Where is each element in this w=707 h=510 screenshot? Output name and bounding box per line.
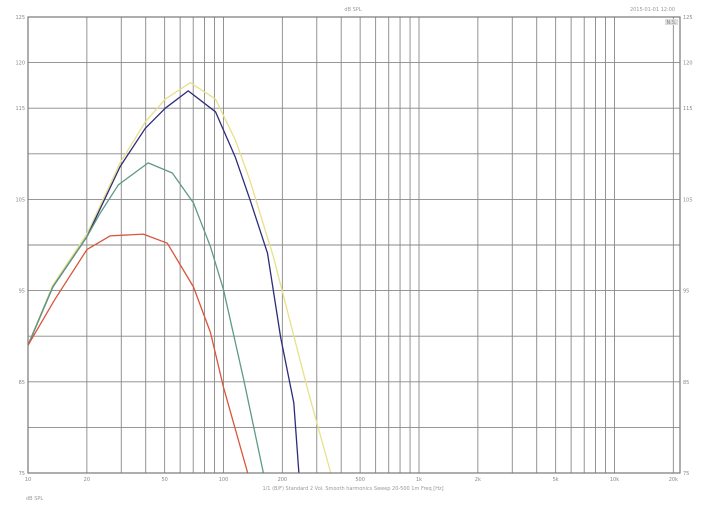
y-tick-label-left: 85 [19,380,25,386]
series-line-0 [27,82,332,474]
x-tick-label: 5k [553,477,559,483]
x-tick-label: 10 [25,477,31,483]
x-tick-label: 100 [219,477,229,483]
y-tick-label-right: 95 [683,289,689,295]
x-tick-label: 1k [416,477,422,483]
badge: N.S. [666,20,677,26]
y-tick-label-right: 120 [683,61,693,67]
series-line-3 [27,233,249,474]
series-line-2 [27,162,265,474]
grid [27,16,680,474]
y-tick-label-right: 105 [683,197,693,203]
series-line-1 [27,90,300,474]
y-tick-label-right: 75 [683,471,689,477]
y-tick-label-right: 125 [683,15,693,21]
y-tick-label-right: 85 [683,380,689,386]
x-tick-label: 200 [278,477,288,483]
chart-title: dB SPL [344,7,361,13]
y-tick-label-left: 120 [15,61,25,67]
x-tick-label: 20k [669,477,678,483]
tick-labels: 10 20 50 100 200 500 1k 2k 5k 10k 20k 125 125 120 120 1… [15,15,692,483]
y-tick-label-left: 125 [15,15,25,21]
x-tick-label: 500 [355,477,365,483]
badge-box [665,19,678,25]
corner-text: 2015-01-01 12:00 [630,7,675,13]
footer-label: dB SPL [26,496,43,502]
x-tick-label: 50 [161,477,167,483]
x-tick-label: 2k [475,477,481,483]
y-tick-label-left: 115 [15,106,25,112]
y-tick-label-left: 95 [19,289,25,295]
plot-frame [27,16,681,474]
y-tick-label-right: 115 [683,106,693,112]
y-tick-label-left: 105 [15,197,25,203]
y-tick-label-left: 75 [19,471,25,477]
x-tick-label: 20 [84,477,90,483]
series-lines [27,82,332,474]
x-axis-caption: 1/1 (B/F) Standard 2 Vol. Smooth harmoni… [262,486,443,492]
x-tick-label: 10k [610,477,619,483]
